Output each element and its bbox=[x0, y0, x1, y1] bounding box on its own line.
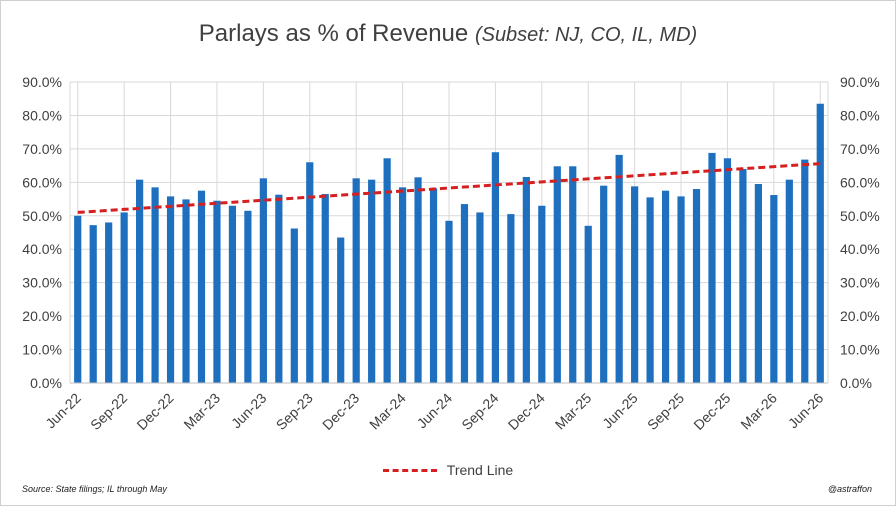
x-tick-label: Sep-22 bbox=[87, 390, 130, 433]
bar-feb-23 bbox=[197, 190, 206, 383]
bar-mar-23 bbox=[213, 200, 221, 383]
bar-jul-25 bbox=[646, 197, 654, 383]
bar-may-25 bbox=[615, 154, 623, 383]
bar-mar-25 bbox=[584, 225, 592, 383]
bar-apr-24 bbox=[414, 177, 422, 383]
y-tick-label-left: 20.0% bbox=[22, 308, 62, 324]
bar-aug-24 bbox=[476, 212, 484, 383]
y-tick-label-left: 30.0% bbox=[22, 275, 62, 291]
x-tick-label: Jun-25 bbox=[599, 390, 641, 432]
bar-sep-22 bbox=[120, 212, 128, 383]
bar-oct-22 bbox=[136, 179, 144, 383]
bar-aug-25 bbox=[661, 190, 670, 383]
bar-nov-24 bbox=[522, 176, 530, 383]
x-tick-label: Sep-23 bbox=[273, 390, 316, 433]
y-tick-label-left: 80.0% bbox=[22, 107, 62, 123]
x-tick-label: Dec-24 bbox=[505, 390, 548, 433]
bar-jun-26 bbox=[816, 103, 824, 383]
x-tick-label: Jun-24 bbox=[414, 390, 456, 432]
x-tick-label: Dec-23 bbox=[319, 390, 362, 433]
bar-may-26 bbox=[801, 159, 809, 383]
bar-dec-24 bbox=[538, 205, 546, 383]
chart-title-main: Parlays as % of Revenue bbox=[198, 20, 469, 47]
y-tick-label-right: 0.0% bbox=[840, 375, 872, 391]
bar-may-24 bbox=[429, 188, 438, 383]
y-tick-label-right: 20.0% bbox=[840, 308, 880, 324]
x-tick-label: Mar-26 bbox=[737, 390, 780, 433]
x-tick-label: Sep-25 bbox=[644, 390, 687, 433]
x-tick-label: Jun-23 bbox=[228, 390, 270, 432]
bar-aug-23 bbox=[290, 228, 298, 383]
y-tick-label-left: 60.0% bbox=[22, 174, 62, 190]
chart-title: Parlays as % of Revenue (Subset: NJ, CO,… bbox=[0, 20, 896, 48]
bar-sep-24 bbox=[491, 152, 500, 383]
y-tick-label-left: 90.0% bbox=[22, 74, 62, 90]
chart-subtitle: (Subset: NJ, CO, IL, MD) bbox=[474, 24, 698, 46]
x-tick-label: Mar-23 bbox=[180, 390, 223, 433]
bar-mar-24 bbox=[398, 187, 407, 383]
bar-dec-25 bbox=[723, 158, 732, 383]
bar-oct-25 bbox=[692, 189, 701, 383]
bar-jan-26 bbox=[739, 168, 747, 383]
bar-apr-23 bbox=[228, 205, 237, 383]
bar-apr-25 bbox=[600, 185, 608, 383]
bar-sep-25 bbox=[677, 196, 685, 383]
y-tick-label-right: 50.0% bbox=[840, 208, 880, 224]
y-tick-label-right: 80.0% bbox=[840, 107, 880, 123]
bar-sep-23 bbox=[306, 162, 314, 383]
y-tick-label-right: 40.0% bbox=[840, 241, 880, 257]
y-tick-label-right: 60.0% bbox=[840, 174, 880, 190]
trend-layer bbox=[77, 162, 821, 214]
bar-jul-22 bbox=[89, 225, 97, 383]
bar-jun-23 bbox=[259, 178, 267, 383]
trend-line-swatch bbox=[382, 468, 437, 472]
bar-jan-23 bbox=[182, 199, 190, 383]
bar-oct-24 bbox=[507, 214, 515, 383]
bar-mar-26 bbox=[770, 195, 778, 383]
y-tick-label-right: 30.0% bbox=[840, 275, 880, 291]
bar-jun-24 bbox=[445, 220, 453, 383]
bar-nov-22 bbox=[151, 187, 159, 383]
bar-jun-22 bbox=[74, 215, 82, 383]
bar-jul-23 bbox=[275, 194, 283, 383]
bar-apr-26 bbox=[785, 179, 793, 383]
y-tick-label-left: 0.0% bbox=[30, 375, 62, 391]
y-tick-label-left: 10.0% bbox=[22, 342, 62, 358]
credit-note: @astraffon bbox=[827, 484, 872, 494]
bar-nov-25 bbox=[708, 152, 716, 383]
bar-jan-25 bbox=[553, 166, 561, 383]
bar-feb-24 bbox=[383, 158, 391, 383]
bar-feb-25 bbox=[569, 166, 577, 383]
y-tick-label-left: 50.0% bbox=[22, 208, 62, 224]
bar-dec-23 bbox=[352, 178, 360, 383]
y-tick-label-right: 10.0% bbox=[840, 342, 880, 358]
bar-oct-23 bbox=[321, 194, 329, 383]
legend-trend-label: Trend Line bbox=[446, 462, 514, 478]
x-tick-label: Sep-24 bbox=[458, 390, 501, 433]
y-tick-label-right: 90.0% bbox=[840, 74, 880, 90]
bar-jul-24 bbox=[460, 204, 469, 383]
x-tick-label: Mar-25 bbox=[552, 390, 595, 433]
bar-dec-22 bbox=[166, 196, 175, 383]
bar-may-23 bbox=[244, 210, 252, 383]
bar-jan-24 bbox=[368, 179, 376, 383]
x-tick-label: Jun-26 bbox=[785, 390, 827, 432]
x-tick-label: Dec-25 bbox=[690, 390, 733, 433]
y-tick-label-left: 40.0% bbox=[22, 241, 62, 257]
bar-jun-25 bbox=[631, 186, 639, 383]
legend: Trend Line bbox=[0, 462, 896, 478]
x-tick-label: Mar-24 bbox=[366, 390, 409, 433]
x-tick-label: Dec-22 bbox=[133, 390, 176, 433]
bar-layer bbox=[74, 103, 824, 383]
bar-nov-23 bbox=[337, 237, 345, 383]
bar-feb-26 bbox=[754, 184, 762, 383]
source-note: Source: State filings; IL through May bbox=[22, 484, 167, 494]
bar-aug-22 bbox=[105, 222, 113, 383]
y-tick-label-left: 70.0% bbox=[22, 141, 62, 157]
trend-line bbox=[77, 162, 821, 214]
y-tick-label-right: 70.0% bbox=[840, 141, 880, 157]
x-tick-label: Jun-22 bbox=[42, 390, 84, 432]
